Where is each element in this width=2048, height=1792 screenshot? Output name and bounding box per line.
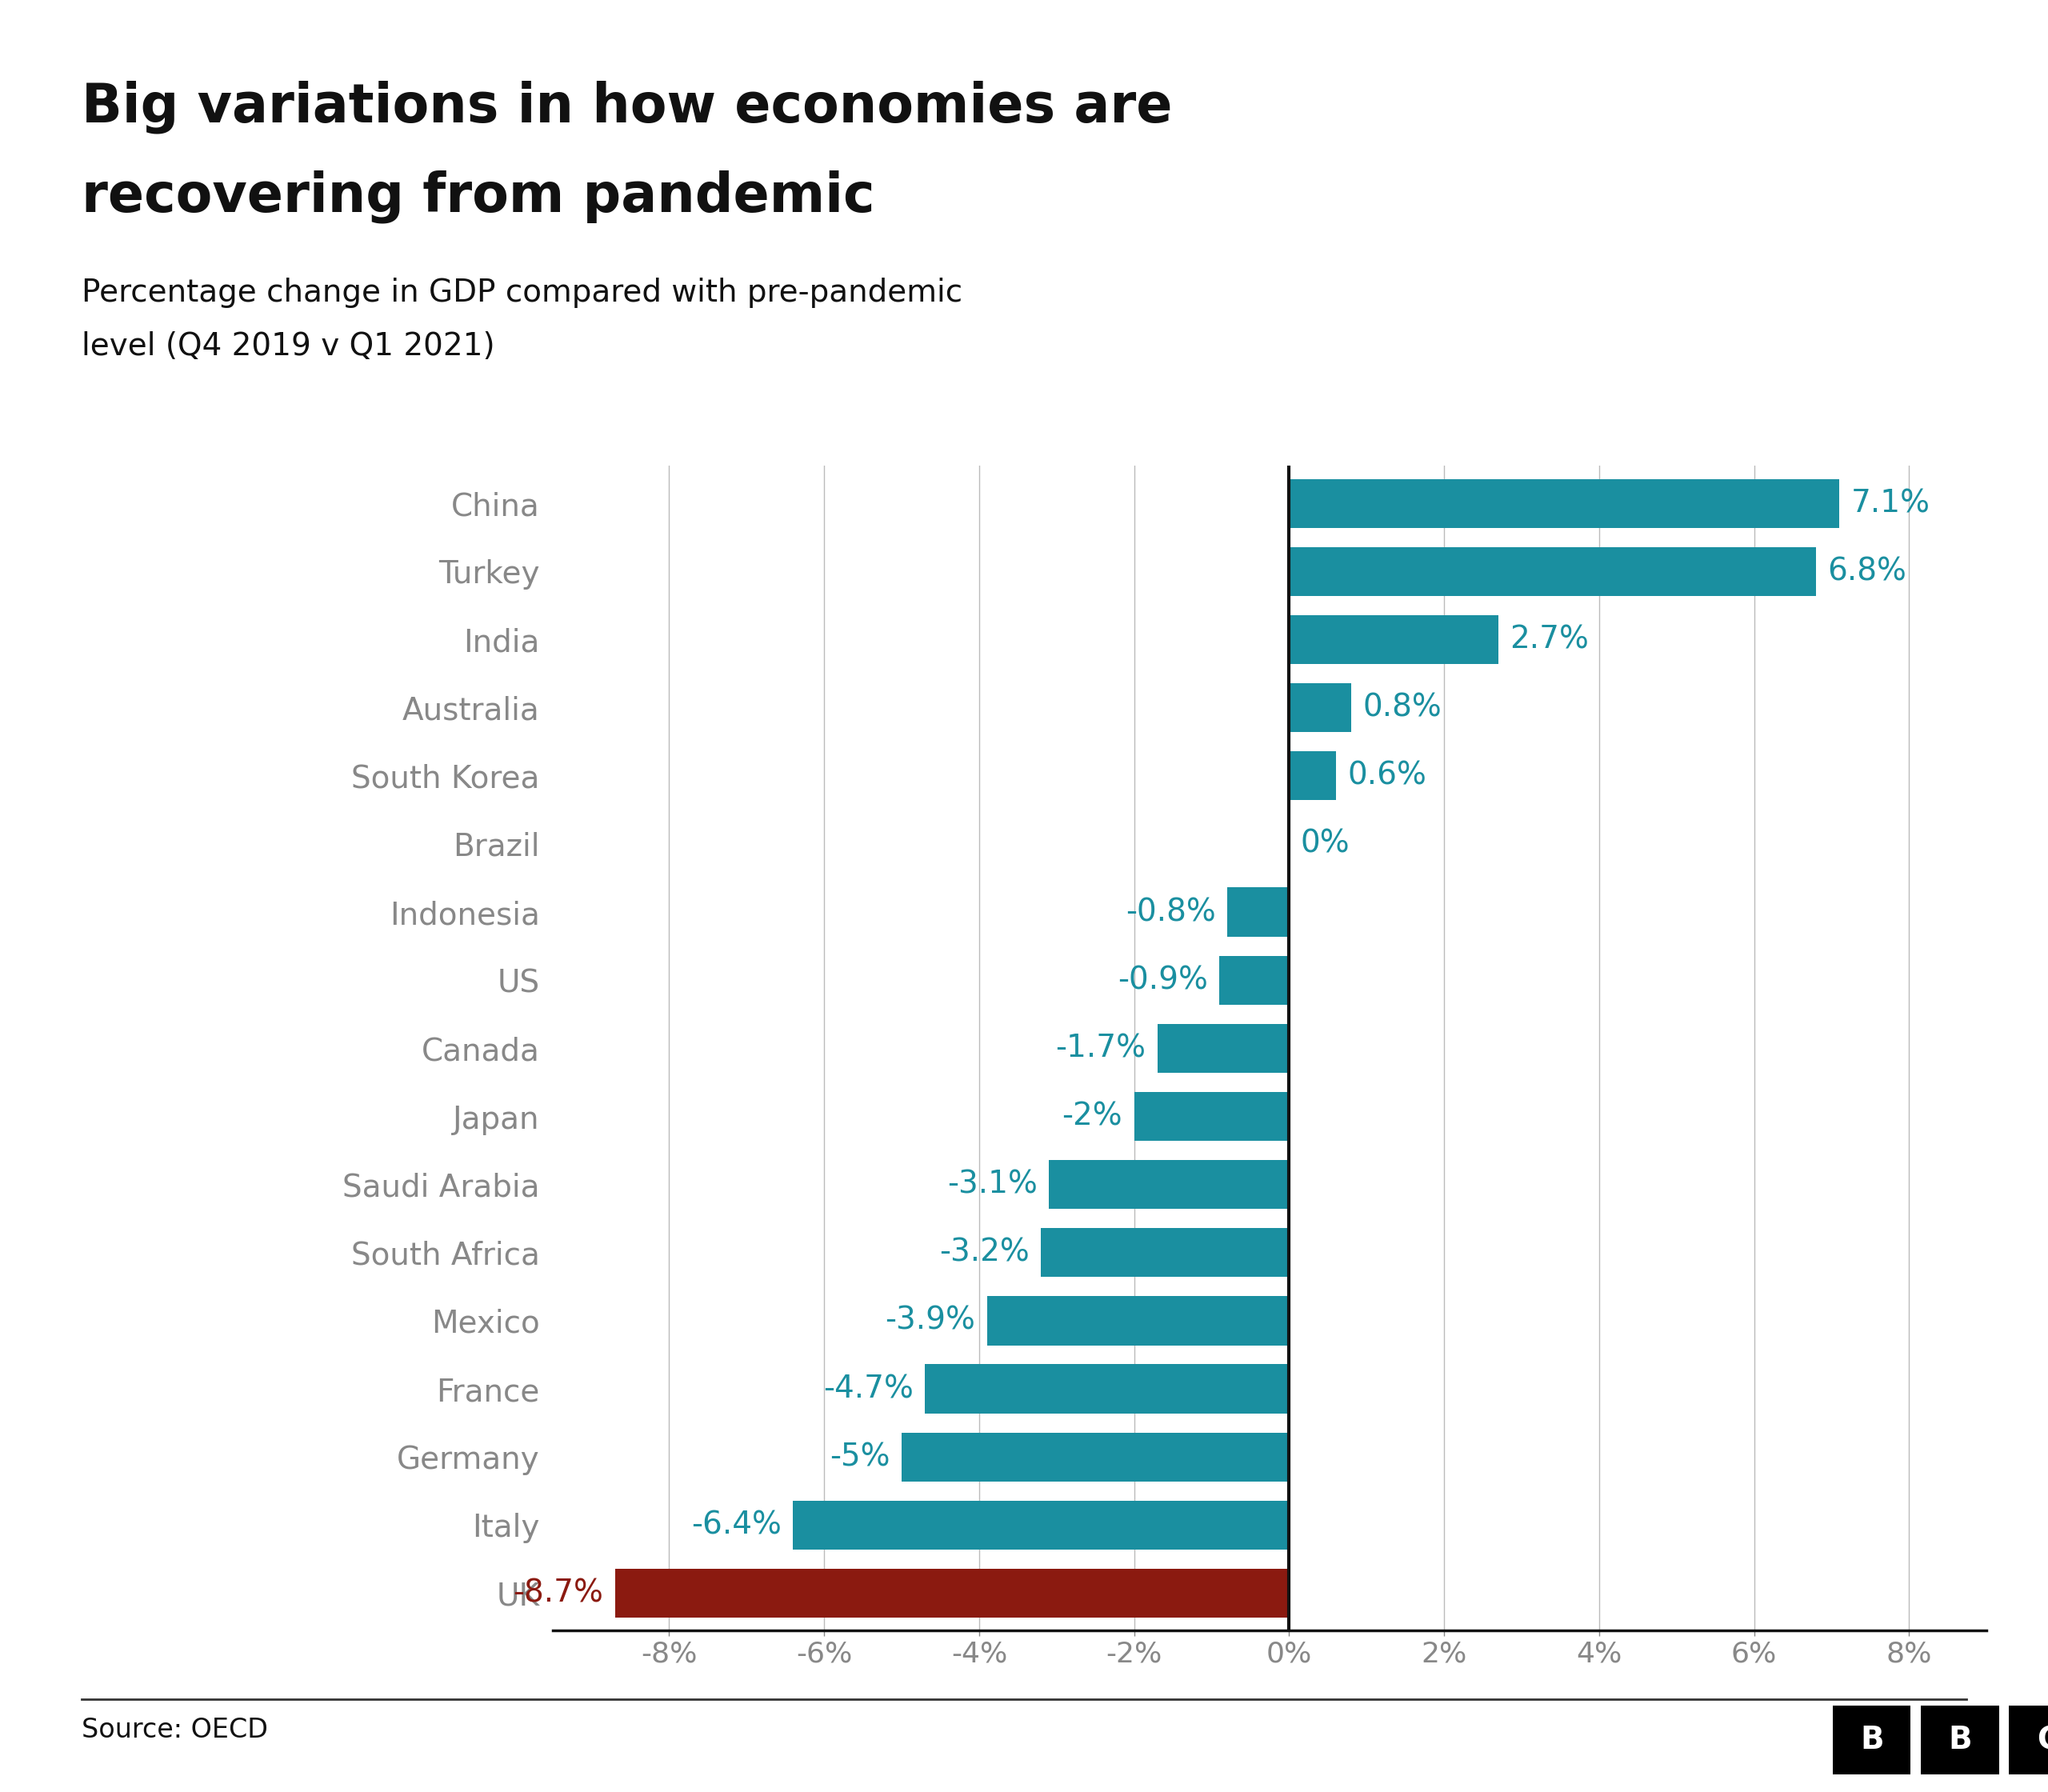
Text: B: B <box>1860 1726 1884 1754</box>
Text: 0%: 0% <box>1300 828 1350 858</box>
Text: 7.1%: 7.1% <box>1851 487 1929 518</box>
Text: 2.7%: 2.7% <box>1509 624 1589 654</box>
Bar <box>1288 683 1352 733</box>
Text: C: C <box>2036 1726 2048 1754</box>
Bar <box>1157 1023 1288 1073</box>
Bar <box>1135 1091 1288 1142</box>
Bar <box>1288 615 1499 665</box>
Text: 0.6%: 0.6% <box>1348 760 1425 790</box>
Text: -0.8%: -0.8% <box>1124 896 1217 926</box>
Text: 0.8%: 0.8% <box>1362 692 1442 722</box>
Bar <box>1040 1228 1288 1278</box>
Bar <box>901 1432 1288 1482</box>
Text: -2%: -2% <box>1063 1102 1122 1131</box>
Bar <box>793 1500 1288 1550</box>
Bar <box>1227 887 1288 937</box>
Text: level (Q4 2019 v Q1 2021): level (Q4 2019 v Q1 2021) <box>82 332 496 362</box>
Text: Big variations in how economies are: Big variations in how economies are <box>82 81 1174 134</box>
Text: -3.9%: -3.9% <box>885 1306 975 1337</box>
Bar <box>614 1568 1288 1618</box>
Bar <box>1219 955 1288 1005</box>
Bar <box>1049 1159 1288 1210</box>
Text: -3.2%: -3.2% <box>940 1238 1030 1269</box>
Text: Source: OECD: Source: OECD <box>82 1717 268 1744</box>
Text: -4.7%: -4.7% <box>823 1374 913 1405</box>
Text: -6.4%: -6.4% <box>692 1511 782 1541</box>
Text: -5%: -5% <box>829 1443 891 1473</box>
Text: recovering from pandemic: recovering from pandemic <box>82 170 874 224</box>
Text: 6.8%: 6.8% <box>1827 556 1907 586</box>
Bar <box>926 1364 1288 1414</box>
Text: -3.1%: -3.1% <box>946 1170 1036 1201</box>
Text: -0.9%: -0.9% <box>1118 966 1208 995</box>
Bar <box>1288 751 1335 801</box>
Bar <box>1288 547 1817 597</box>
Bar <box>1288 478 1839 529</box>
Text: Percentage change in GDP compared with pre-pandemic: Percentage change in GDP compared with p… <box>82 278 963 308</box>
Bar <box>987 1296 1288 1346</box>
Text: -8.7%: -8.7% <box>514 1579 604 1609</box>
Text: B: B <box>1948 1726 1972 1754</box>
Text: -1.7%: -1.7% <box>1055 1034 1145 1063</box>
